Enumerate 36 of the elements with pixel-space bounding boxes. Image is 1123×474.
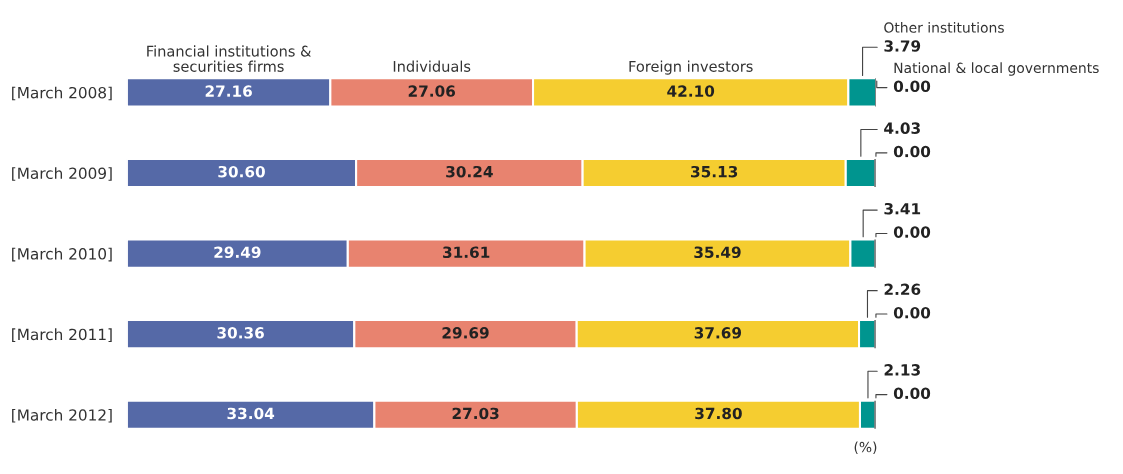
text: Other institutions <box>884 22 1004 33</box>
series-label: Foreign investors <box>629 60 753 75</box>
data-label: 42.10 <box>667 85 715 97</box>
y-tick-label: [March 2012] <box>12 408 112 423</box>
data-label: 35.13 <box>691 165 738 178</box>
data-label: 30.24 <box>446 165 493 178</box>
y-tick-label: [March 2010] <box>12 247 112 262</box>
data-label: 33.04 <box>227 407 275 420</box>
data-label: 4.03 <box>884 122 920 134</box>
y-tick-label: [March 2009] <box>12 167 112 181</box>
series-label: Individuals <box>393 60 471 72</box>
data-label: 0.00 <box>893 387 931 400</box>
data-label: 27.16 <box>205 85 252 97</box>
data-label: 30.60 <box>218 165 265 178</box>
data-label: 2.26 <box>884 283 921 296</box>
data-label: 0.00 <box>893 145 931 158</box>
data-label: 29.69 <box>442 327 489 339</box>
data-label: 31.61 <box>443 246 490 259</box>
data-label: 37.80 <box>695 407 742 420</box>
series-label: National & local governments <box>894 62 1099 76</box>
data-label: 37.69 <box>694 327 742 339</box>
data-label: 27.03 <box>452 407 499 420</box>
data-label: 2.13 <box>884 364 920 376</box>
data-label: 27.06 <box>408 85 456 97</box>
y-tick-label: [March 2008] <box>12 86 112 101</box>
annotation: (%) <box>854 441 877 454</box>
data-label: 0.00 <box>893 306 931 319</box>
data-label: 3.41 <box>884 202 921 215</box>
y-tick-label: [March 2011] <box>12 328 112 342</box>
series-label: Financial institutions & securities firms <box>147 45 312 72</box>
data-label: 0.00 <box>893 226 931 238</box>
data-label: 35.49 <box>694 246 741 259</box>
data-label: 3.79 <box>884 40 921 52</box>
data-label: 30.36 <box>217 327 264 339</box>
data-label: 29.49 <box>214 246 261 259</box>
data-label: 0.00 <box>893 80 931 93</box>
